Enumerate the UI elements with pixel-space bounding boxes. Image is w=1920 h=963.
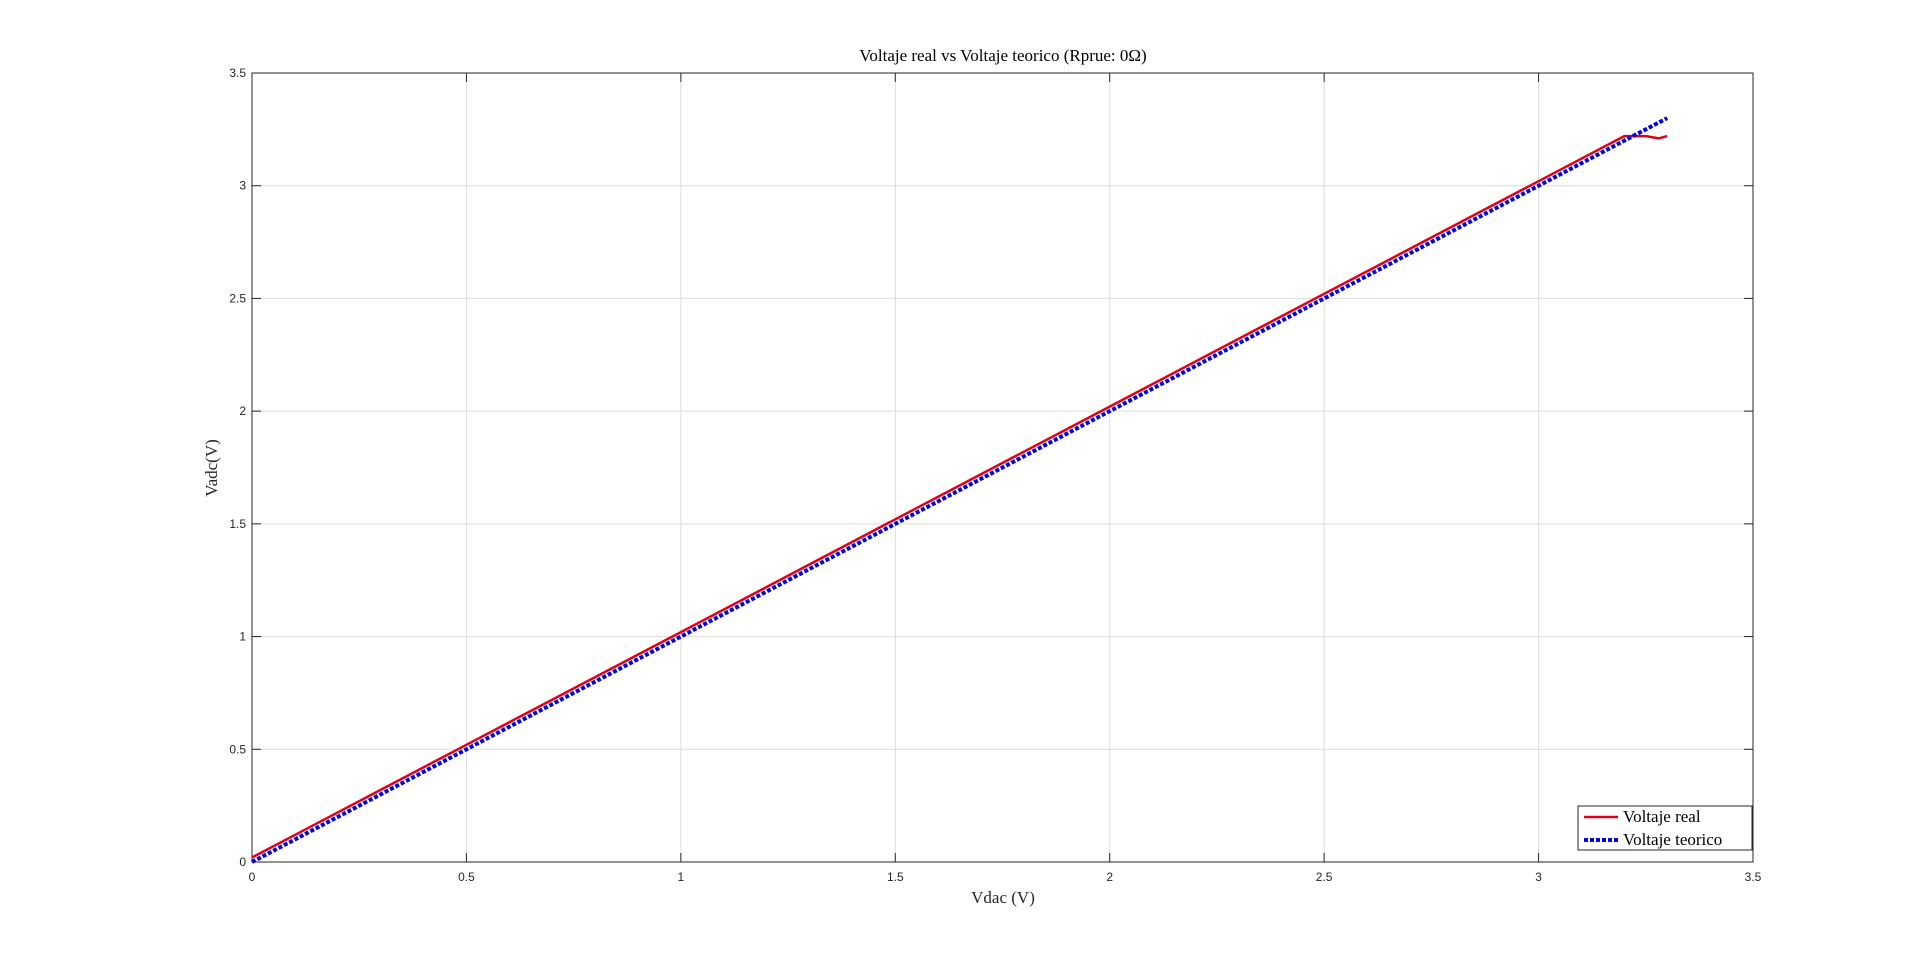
legend-label-real: Voltaje real [1623,807,1701,826]
x-tick-label: 1.5 [887,870,904,884]
y-axis-label: Vadc(V) [202,439,221,497]
x-tick-label: 3.5 [1745,870,1762,884]
y-tick-label: 0 [239,855,246,869]
x-tick-label: 1 [678,870,685,884]
plot-area [251,72,1754,863]
chart-title: Voltaje real vs Voltaje teorico (Rprue: … [859,46,1146,65]
series-line-voltaje-teorico [251,116,1669,864]
x-tick-label: 3 [1535,870,1542,884]
y-tick-label: 3.5 [229,66,246,80]
y-tick-label: 2 [239,404,246,418]
axis-ticks: 0 0.5 1 1.5 2 2.5 3 3.5 0 0.5 1 1.5 2 2.5 3 3.5 [229,66,1761,884]
x-tick-label: 2.5 [1316,870,1333,884]
x-tick-label: 2 [1106,870,1113,884]
y-tick-label: 2.5 [229,291,246,305]
series-line-voltaje-real [251,134,1668,859]
legend: Voltaje real Voltaje teorico [1577,805,1753,851]
legend-label-teorico: Voltaje teorico [1623,830,1722,849]
x-axis-label: Vdac (V) [971,888,1035,907]
x-tick-label: 0 [249,870,256,884]
series-layer [251,116,1669,864]
grid-lines [251,72,1754,863]
legend-box [1577,805,1753,851]
y-tick-label: 1.5 [229,517,246,531]
y-tick-label: 1 [239,630,246,644]
x-tick-label: 0.5 [458,870,475,884]
y-tick-label: 3 [239,179,246,193]
y-tick-label: 0.5 [229,742,246,756]
